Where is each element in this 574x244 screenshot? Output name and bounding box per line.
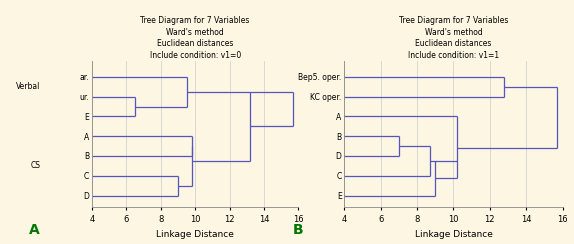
Text: CS: CS: [30, 161, 40, 170]
X-axis label: Linkage Distance: Linkage Distance: [414, 230, 492, 239]
Title: Tree Diagram for 7 Variables
Ward's method
Euclidean distances
Include condition: Tree Diagram for 7 Variables Ward's meth…: [141, 16, 250, 60]
Text: B: B: [293, 223, 304, 237]
Text: Verbal: Verbal: [16, 82, 40, 91]
Title: Tree Diagram for 7 Variables
Ward's method
Euclidean distances
Include condition: Tree Diagram for 7 Variables Ward's meth…: [399, 16, 508, 60]
X-axis label: Linkage Distance: Linkage Distance: [156, 230, 234, 239]
Text: A: A: [29, 223, 40, 237]
